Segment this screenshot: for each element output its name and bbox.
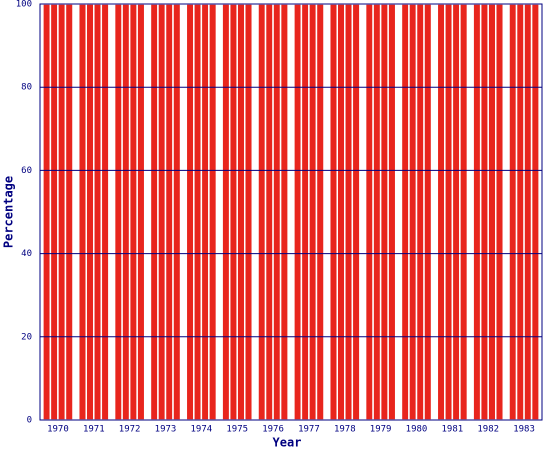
bar bbox=[372, 3, 382, 421]
bar bbox=[279, 3, 289, 421]
bar bbox=[64, 3, 74, 421]
bar bbox=[387, 3, 397, 421]
bar bbox=[49, 3, 59, 421]
bar bbox=[77, 3, 88, 421]
bar bbox=[530, 3, 540, 421]
bar bbox=[264, 3, 274, 421]
bar bbox=[272, 3, 282, 421]
bar bbox=[308, 3, 318, 421]
x-tick-label: 1980 bbox=[406, 425, 428, 435]
bar bbox=[415, 3, 425, 421]
x-tick-label: 1979 bbox=[370, 425, 392, 435]
plot-border bbox=[39, 3, 543, 421]
bar bbox=[336, 3, 346, 421]
x-tick-label: 1970 bbox=[47, 425, 69, 435]
bar bbox=[351, 3, 361, 421]
bar bbox=[423, 3, 433, 421]
bar bbox=[494, 3, 505, 421]
bar bbox=[344, 3, 354, 421]
bar bbox=[293, 3, 303, 421]
bar bbox=[364, 3, 374, 421]
bar bbox=[42, 3, 52, 421]
bar bbox=[444, 3, 454, 421]
bar bbox=[487, 3, 497, 421]
bar bbox=[100, 3, 110, 421]
bar bbox=[136, 3, 146, 421]
bar bbox=[379, 3, 389, 421]
bar bbox=[157, 3, 167, 421]
bar bbox=[515, 3, 525, 421]
bar bbox=[228, 3, 238, 421]
bar bbox=[149, 3, 159, 421]
bar bbox=[508, 3, 518, 421]
bar bbox=[93, 3, 103, 421]
bar bbox=[257, 3, 267, 421]
bar bbox=[172, 3, 182, 421]
bar bbox=[236, 3, 246, 421]
bar bbox=[479, 3, 489, 421]
y-tick-label: 40 bbox=[21, 249, 32, 259]
x-tick-label: 1976 bbox=[262, 425, 284, 435]
bar bbox=[523, 3, 533, 421]
bar bbox=[85, 3, 95, 421]
bar bbox=[315, 3, 325, 421]
bar bbox=[472, 3, 482, 421]
y-tick-label: 100 bbox=[16, 0, 32, 10]
bar bbox=[459, 3, 469, 421]
bar bbox=[185, 3, 195, 421]
y-axis-title: Percentage bbox=[2, 176, 16, 248]
y-tick-label: 60 bbox=[21, 166, 32, 176]
x-axis-title: Year bbox=[273, 436, 302, 450]
x-tick-label: 1972 bbox=[119, 425, 141, 435]
x-tick-label: 1981 bbox=[442, 425, 464, 435]
y-tick-label: 80 bbox=[21, 83, 32, 93]
bar bbox=[121, 3, 131, 421]
bar bbox=[128, 3, 138, 421]
bar bbox=[408, 3, 418, 421]
bar bbox=[400, 3, 410, 421]
x-tick-label: 1971 bbox=[83, 425, 105, 435]
bar bbox=[57, 3, 67, 421]
bar bbox=[300, 3, 310, 421]
bar bbox=[200, 3, 210, 421]
x-tick-label: 1974 bbox=[191, 425, 213, 435]
x-tick-label: 1983 bbox=[513, 425, 535, 435]
x-tick-label: 1975 bbox=[226, 425, 248, 435]
x-tick-label: 1973 bbox=[155, 425, 177, 435]
y-tick-label: 0 bbox=[27, 416, 32, 426]
y-tick-label: 20 bbox=[21, 332, 32, 342]
bar bbox=[451, 3, 461, 421]
bar bbox=[436, 3, 446, 421]
bar bbox=[243, 3, 254, 421]
bar bbox=[208, 3, 218, 421]
x-tick-label: 1978 bbox=[334, 425, 356, 435]
x-tick-label: 1982 bbox=[477, 425, 499, 435]
bar bbox=[328, 3, 339, 421]
bar bbox=[221, 3, 231, 421]
x-tick-label: 1977 bbox=[298, 425, 320, 435]
bar bbox=[193, 3, 203, 421]
bar bbox=[113, 3, 123, 421]
bar bbox=[164, 3, 174, 421]
